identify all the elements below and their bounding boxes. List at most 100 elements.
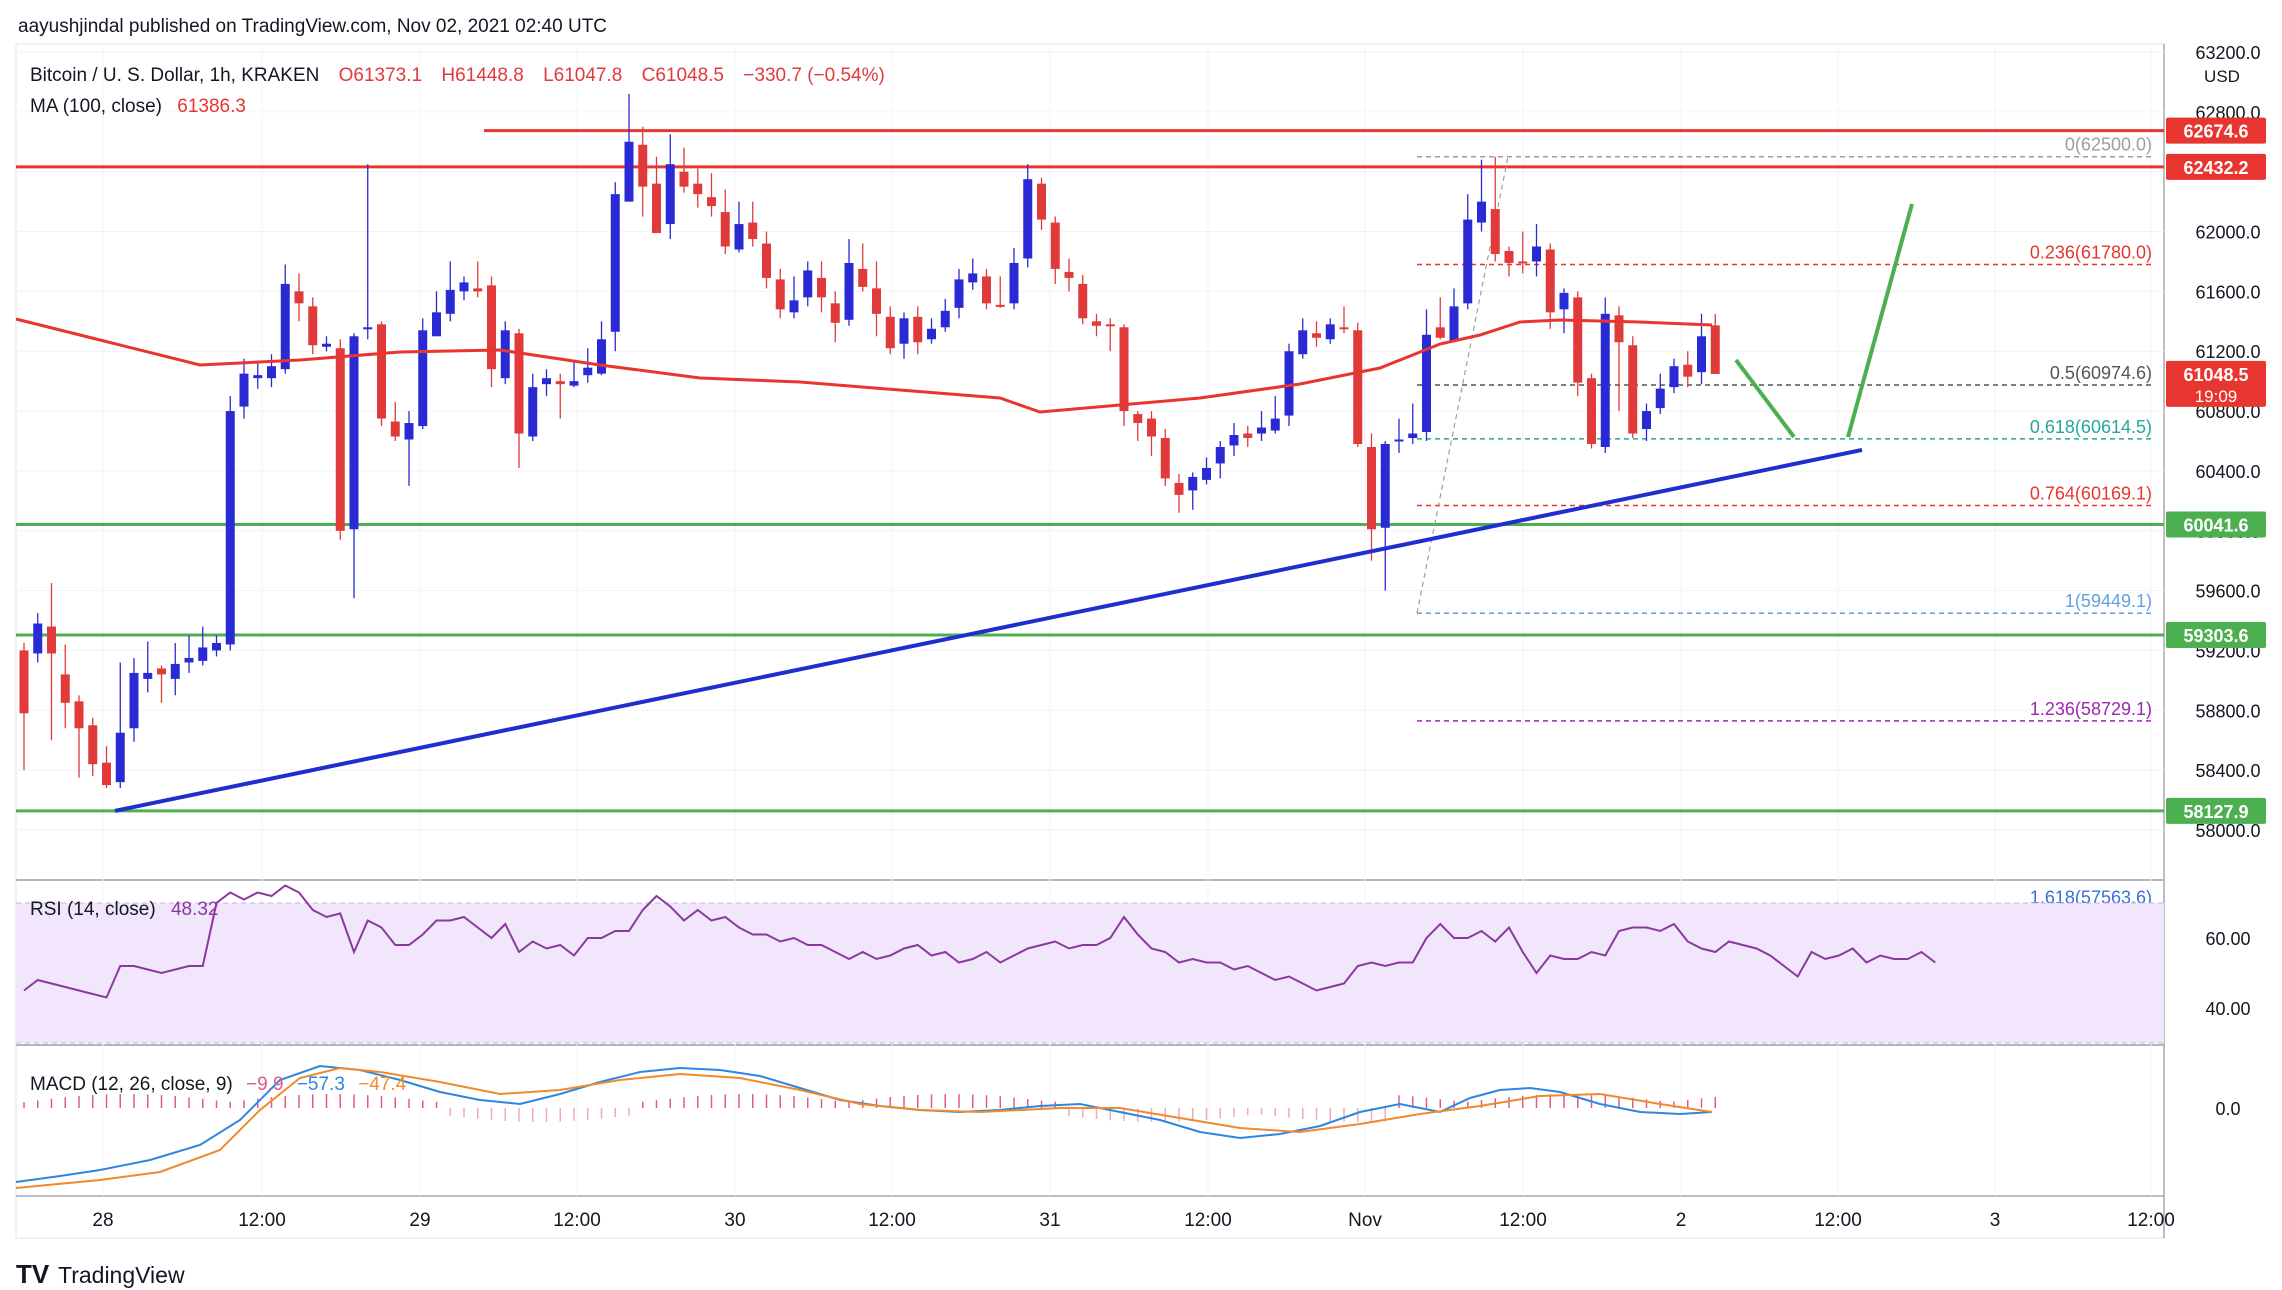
candle-down: [47, 626, 56, 654]
candlestick-series: [19, 93, 1720, 789]
rsi-label: RSI (14, close): [30, 899, 156, 920]
candle-up: [1532, 246, 1541, 262]
fibonacci-retracement: 0(62500.0) 0.236(61780.0) 0.5(60974.6) 0.61…: [1416, 135, 2152, 907]
candle-up: [1023, 179, 1033, 259]
rsi-tick: 40.00: [2205, 999, 2250, 1019]
candle-up: [143, 672, 153, 679]
candle-down: [748, 222, 758, 240]
fib-level-label: 0.236(61780.0): [2030, 242, 2152, 262]
candle-down: [830, 303, 840, 323]
candle-up: [115, 732, 125, 783]
candle-down: [335, 348, 345, 531]
candle-up: [899, 318, 909, 344]
ohlc-change: −330.7 (−0.54%): [743, 65, 885, 86]
rsi-pane: [16, 884, 2164, 1044]
candle-up: [1559, 292, 1569, 310]
candle-down: [1367, 446, 1376, 530]
time-tick: 3: [1990, 1210, 2001, 1231]
price-level-tag-text: 59303.6: [2183, 626, 2248, 646]
candle-down: [1545, 249, 1555, 313]
ma-label: MA (100, close): [30, 96, 162, 117]
candle-down: [1435, 327, 1445, 338]
candle-down: [762, 243, 771, 278]
candle-up: [198, 647, 208, 661]
candle-down: [1710, 325, 1720, 374]
ascending-trendline: [114, 448, 1863, 813]
fib-level-label: 0.764(60169.1): [2030, 483, 2152, 503]
candle-up: [267, 366, 276, 379]
candle-down: [514, 333, 524, 434]
candle-up: [624, 141, 634, 202]
price-level-tag: [2166, 511, 2266, 538]
rsi-band: [16, 903, 2164, 1043]
price-tick: 59600.0: [2195, 582, 2260, 602]
candle-up: [665, 164, 675, 225]
time-tick: 2: [1676, 1210, 1687, 1231]
candle-up: [363, 327, 373, 330]
time-axis[interactable]: 28 12:00 29 12:00 30 12:00 31 12:00 Nov 12:00 2 12:…: [92, 1210, 2174, 1231]
candle-down: [817, 277, 826, 298]
time-tick: 28: [92, 1210, 113, 1231]
candle-up: [239, 373, 249, 407]
candle-up: [583, 367, 593, 376]
ohlc-low: L61047.8: [543, 65, 622, 86]
price-level-tag: [2166, 621, 2266, 648]
candle-up: [569, 381, 579, 386]
candle-up: [459, 282, 469, 292]
price-level-tag-text: 58127.9: [2183, 802, 2248, 822]
candle-up: [212, 642, 221, 651]
candle-down: [679, 171, 689, 187]
rsi-value: 48.32: [171, 899, 219, 920]
candle-up: [33, 623, 43, 654]
candle-up: [1380, 443, 1390, 528]
candle-down: [1160, 438, 1170, 479]
candle-up: [1655, 388, 1665, 409]
ohlc-high: H61448.8: [441, 65, 523, 86]
candle-up: [844, 262, 854, 320]
rsi-tick: 60.00: [2205, 929, 2250, 949]
candle-up: [1009, 262, 1019, 304]
support-resistance-lines: [16, 129, 2164, 813]
candle-down: [1628, 345, 1638, 434]
projection-down-arrow: [1734, 358, 1796, 439]
candle-down: [775, 279, 785, 310]
macd-line-value: −57.3: [297, 1074, 345, 1095]
candle-down: [1490, 209, 1500, 254]
fib-level-label: 1(59449.1): [2065, 591, 2152, 611]
price-level-tag: [2166, 153, 2266, 180]
moving-average-line: [15, 317, 1713, 414]
rsi-legend: RSI (14, close) 48.32: [30, 899, 218, 920]
candle-down: [390, 421, 400, 437]
tradingview-logo[interactable]: TV TradingView: [16, 1259, 185, 1289]
candle-up: [1449, 306, 1459, 341]
time-tick: 12:00: [1499, 1210, 1547, 1231]
candle-down: [1312, 333, 1321, 338]
candle-down: [638, 144, 648, 187]
candle-down: [1037, 183, 1046, 220]
candle-up: [1669, 366, 1679, 388]
candle-down: [720, 212, 730, 247]
price-axis[interactable]: 63200.062800.062400.062000.061600.061200…: [2195, 43, 2260, 1119]
candle-down: [1105, 324, 1115, 327]
candle-down: [294, 291, 304, 304]
fib-level-label: 0(62500.0): [2065, 135, 2152, 155]
candle-up: [1394, 439, 1404, 442]
candle-up: [432, 312, 441, 337]
fib-level-label: 1.236(58729.1): [2030, 699, 2152, 719]
candle-down: [102, 762, 111, 786]
macd-tick: 0.0: [2215, 1099, 2240, 1119]
ohlc-open: O61373.1: [339, 65, 422, 86]
candle-up: [1325, 324, 1335, 340]
candle-down: [707, 197, 716, 207]
fib-level-label: 1.618(57563.6): [2030, 887, 2152, 907]
trend-drawings: [114, 203, 1914, 813]
candle-up: [322, 343, 331, 347]
time-tick: 12:00: [553, 1210, 601, 1231]
symbol-name: Bitcoin / U. S. Dollar, 1h, KRAKEN: [30, 65, 319, 86]
time-tick: 12:00: [868, 1210, 916, 1231]
candle-up: [968, 273, 978, 283]
candle-down: [1683, 364, 1693, 377]
candle-up: [1422, 334, 1431, 433]
candle-down: [1243, 433, 1253, 439]
